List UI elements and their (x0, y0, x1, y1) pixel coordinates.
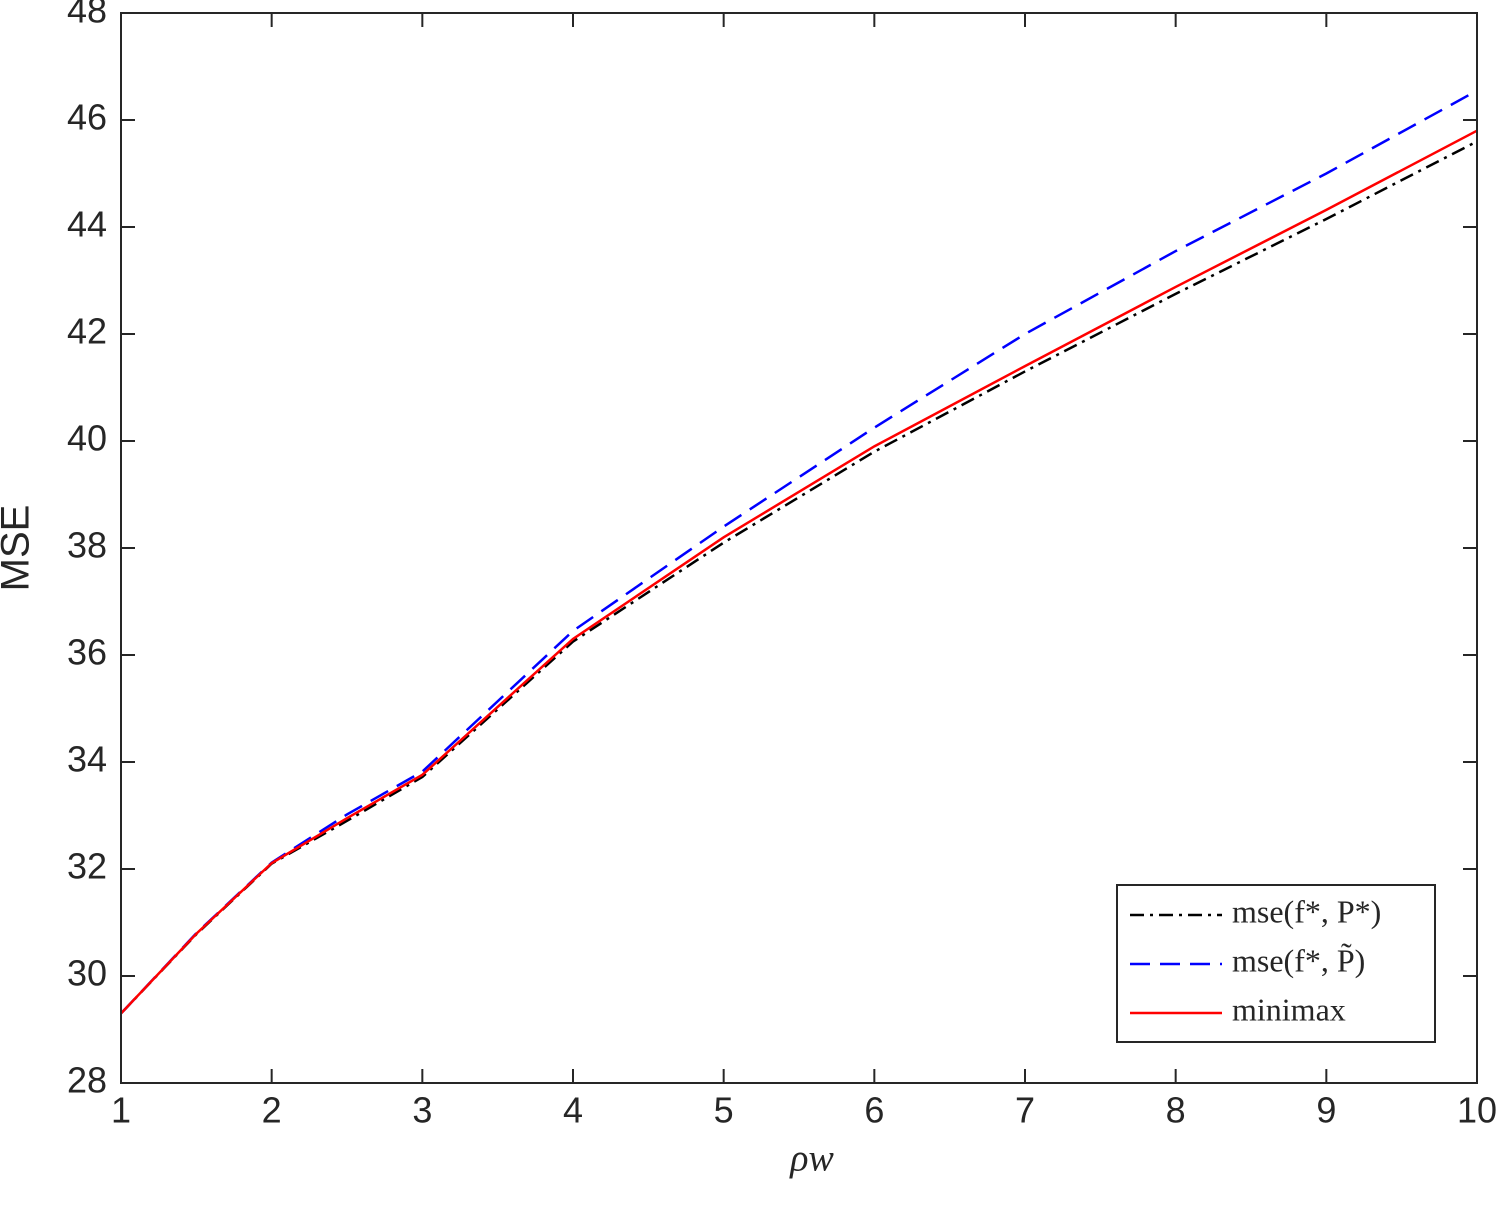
y-tick-label: 44 (67, 204, 107, 245)
y-tick-label: 40 (67, 418, 107, 459)
legend-label: minimax (1232, 991, 1346, 1027)
x-tick-label: 4 (563, 1090, 583, 1131)
y-tick-label: 30 (67, 953, 107, 994)
legend-label: mse(f*, P*) (1232, 893, 1381, 929)
y-tick-label: 42 (67, 311, 107, 352)
x-tick-label: 8 (1166, 1090, 1186, 1131)
plot-frame (120, 12, 1478, 1084)
y-tick-label: 38 (67, 525, 107, 566)
legend-label: mse(f*, P̃) (1232, 942, 1365, 978)
y-tick-label: 46 (67, 97, 107, 138)
y-tick-label: 36 (67, 632, 107, 673)
x-axis-label: ρw (789, 1138, 834, 1180)
x-tick-label: 7 (1015, 1090, 1035, 1131)
y-tick-label: 34 (67, 739, 107, 780)
y-tick-label: 32 (67, 846, 107, 887)
x-tick-label: 3 (412, 1090, 432, 1131)
x-tick-label: 6 (864, 1090, 884, 1131)
x-tick-label: 2 (262, 1090, 282, 1131)
y-tick-label: 28 (67, 1060, 107, 1101)
x-tick-label: 10 (1457, 1090, 1497, 1131)
x-tick-label: 5 (714, 1090, 734, 1131)
series-line (120, 129, 1478, 1015)
x-tick-label: 1 (111, 1090, 131, 1131)
y-tick-label: 48 (67, 0, 107, 31)
y-axis-label: MSE (0, 505, 38, 592)
x-tick-label: 9 (1316, 1090, 1336, 1131)
